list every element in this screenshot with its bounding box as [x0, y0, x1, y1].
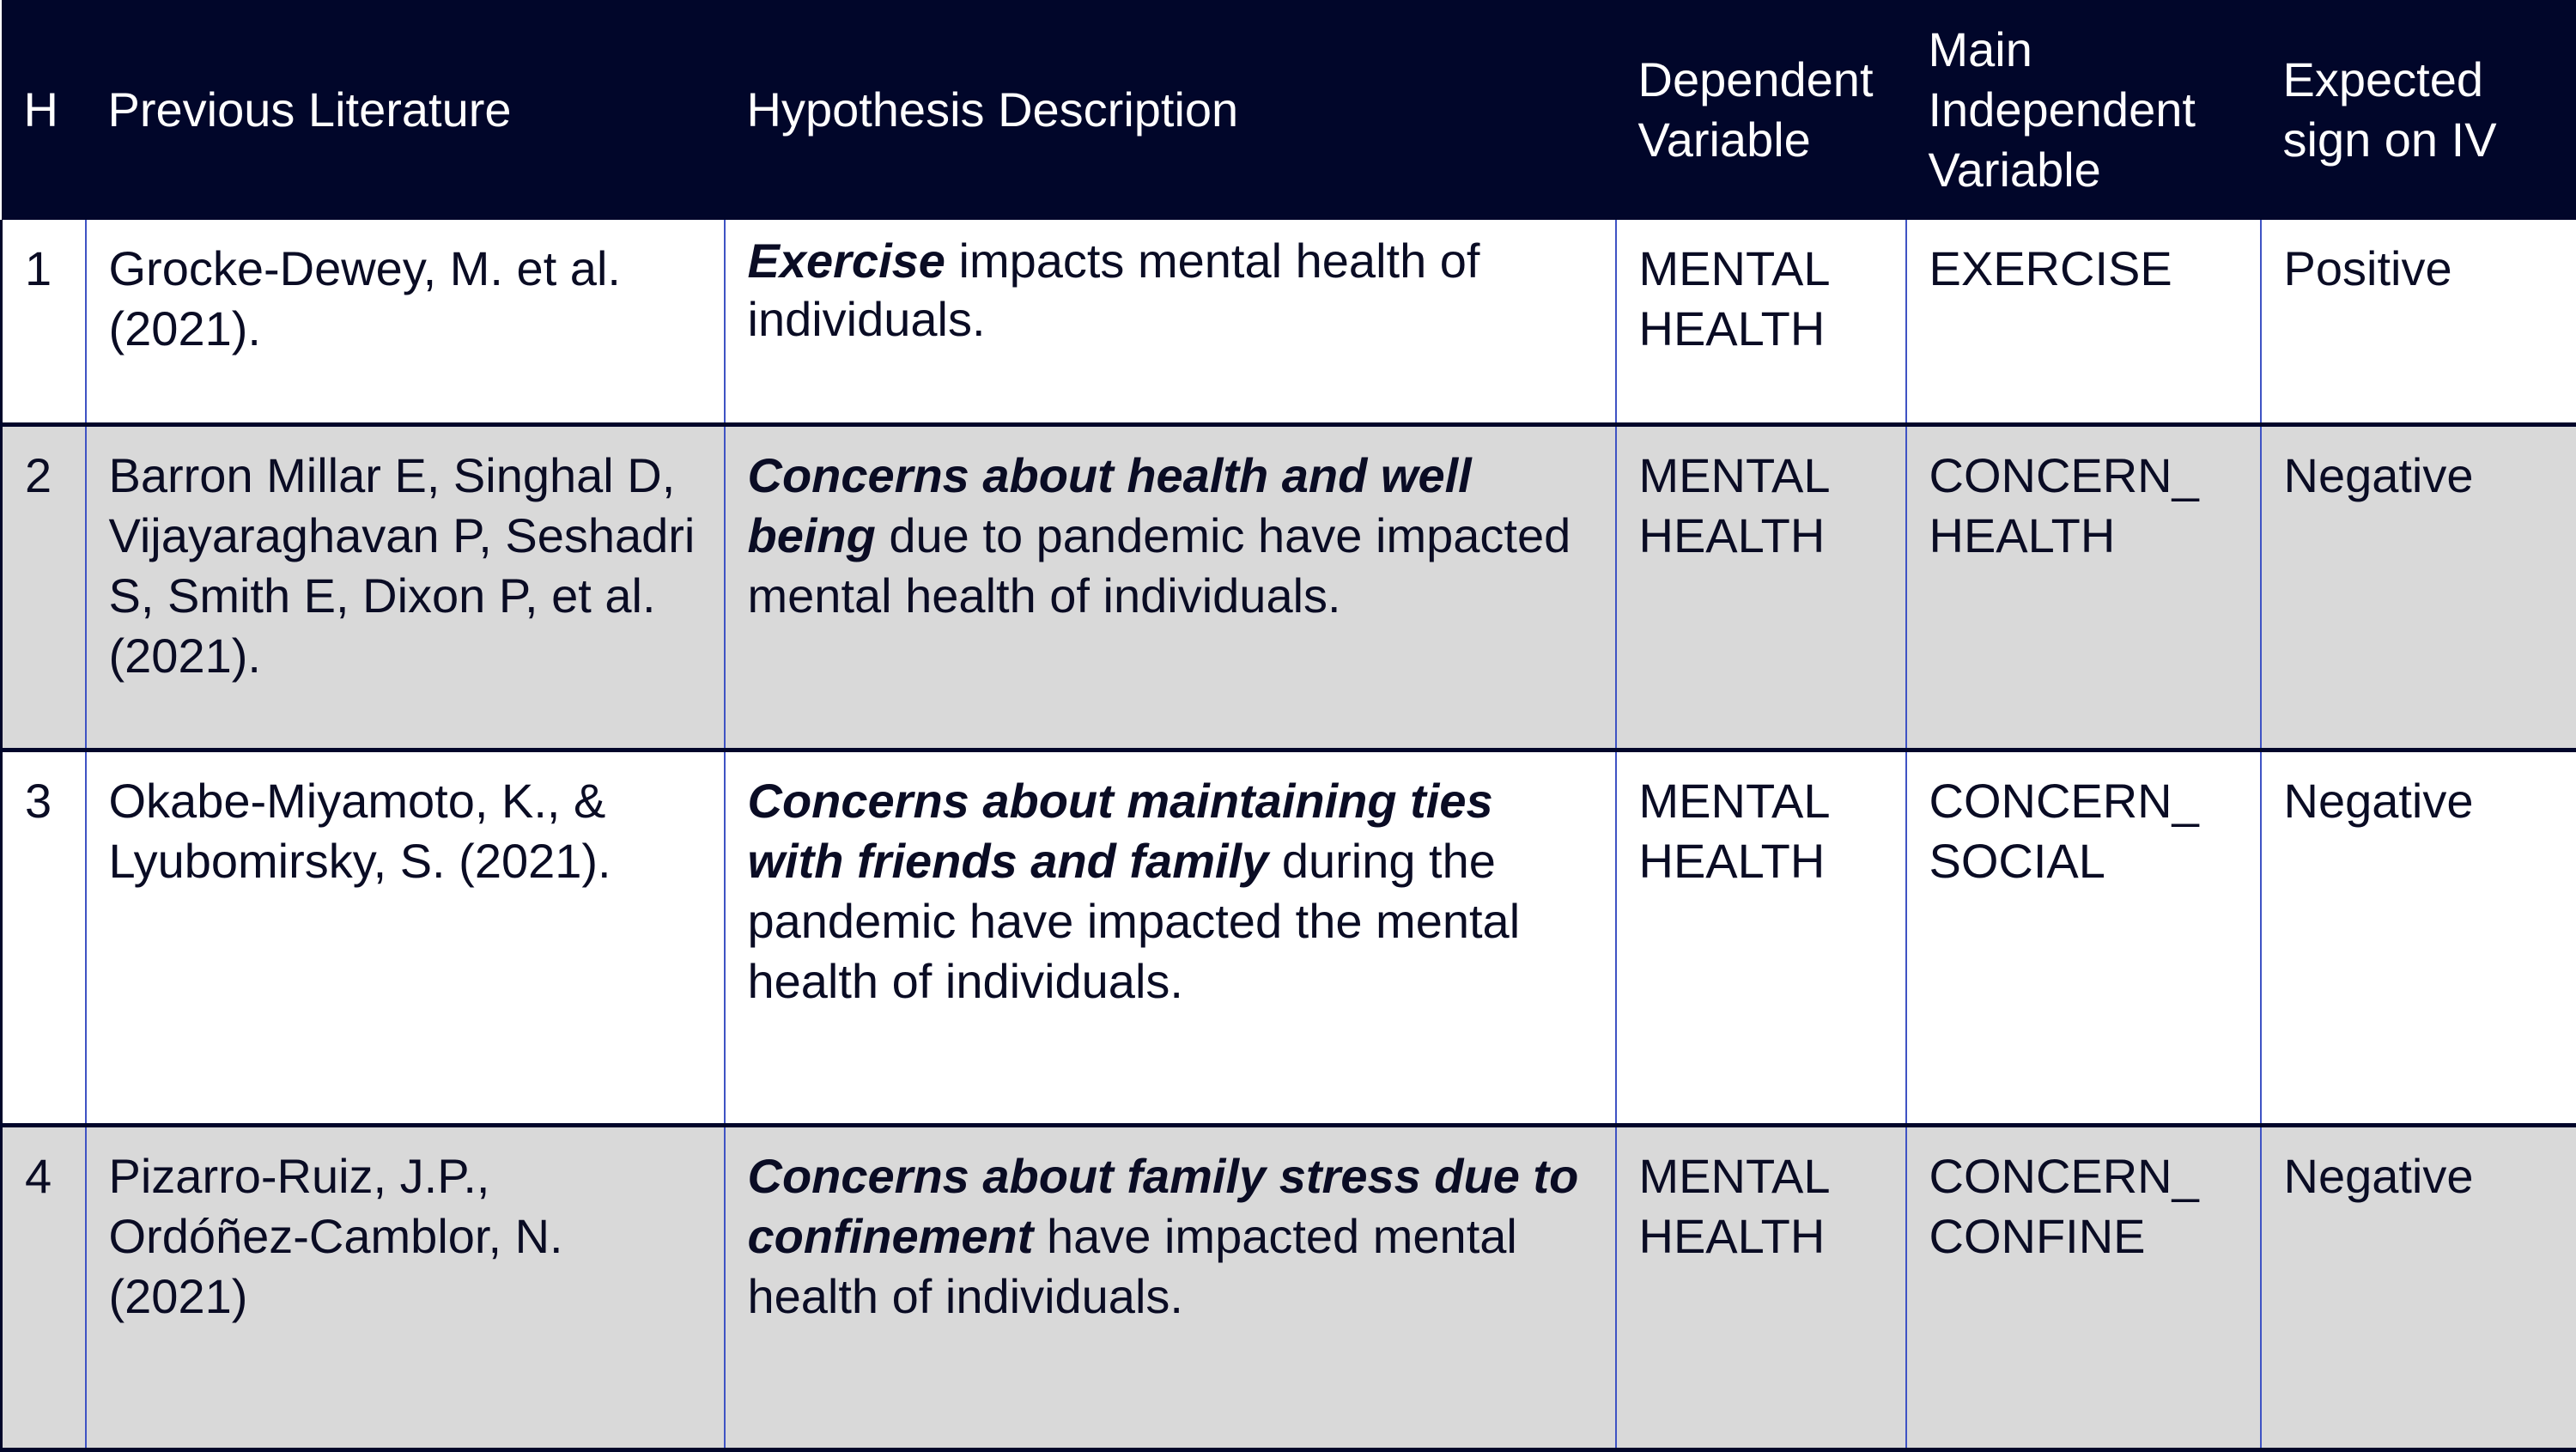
cell-independent-variable: CONCERN_ SOCIAL — [1906, 750, 2261, 1125]
cell-literature: Okabe-Miyamoto, K., & Lyubomirsky, S. (2… — [86, 750, 725, 1125]
header-row: H Previous Literature Hypothesis Descrip… — [2, 0, 2576, 220]
table-row: 2 Barron Millar E, Singhal D, Vijayaragh… — [2, 424, 2576, 750]
cell-expected-sign: Negative — [2261, 1125, 2576, 1449]
cell-dependent-variable: MENTAL HEALTH — [1616, 220, 1906, 424]
cell-independent-variable: CONCERN_ HEALTH — [1906, 424, 2261, 750]
cell-dependent-variable: MENTAL HEALTH — [1616, 1125, 1906, 1449]
cell-h: 3 — [2, 750, 86, 1125]
cell-independent-variable: CONCERN_ CONFINE — [1906, 1125, 2261, 1449]
header-dependent-variable: Dependent Variable — [1616, 0, 1906, 220]
cell-dependent-variable: MENTAL HEALTH — [1616, 750, 1906, 1125]
header-main-independent-variable: Main Independent Variable — [1906, 0, 2261, 220]
table-row: 1 Grocke-Dewey, M. et al. (2021). Exerci… — [2, 220, 2576, 424]
cell-description: Concerns about maintaining ties with fri… — [725, 750, 1616, 1125]
cell-expected-sign: Negative — [2261, 750, 2576, 1125]
cell-independent-variable: EXERCISE — [1906, 220, 2261, 424]
description-emphasis: Exercise — [748, 234, 945, 288]
cell-expected-sign: Positive — [2261, 220, 2576, 424]
header-previous-literature: Previous Literature — [86, 0, 725, 220]
cell-literature: Pizarro-Ruiz, J.P., Ordóñez-Camblor, N. … — [86, 1125, 725, 1449]
header-expected-sign: Expected sign on IV — [2261, 0, 2576, 220]
table-body: 1 Grocke-Dewey, M. et al. (2021). Exerci… — [2, 220, 2576, 1449]
cell-literature: Grocke-Dewey, M. et al. (2021). — [86, 220, 725, 424]
header-hypothesis-description: Hypothesis Description — [725, 0, 1616, 220]
cell-expected-sign: Negative — [2261, 424, 2576, 750]
cell-literature: Barron Millar E, Singhal D, Vijayaraghav… — [86, 424, 725, 750]
cell-description: Concerns about family stress due to conf… — [725, 1125, 1616, 1449]
cell-dependent-variable: MENTAL HEALTH — [1616, 424, 1906, 750]
cell-description: Exercise impacts mental health of indivi… — [725, 220, 1616, 424]
table-row: 3 Okabe-Miyamoto, K., & Lyubomirsky, S. … — [2, 750, 2576, 1125]
header-h: H — [2, 0, 86, 220]
cell-h: 4 — [2, 1125, 86, 1449]
cell-h: 2 — [2, 424, 86, 750]
table-header: H Previous Literature Hypothesis Descrip… — [2, 0, 2576, 220]
cell-description: Concerns about health and well being due… — [725, 424, 1616, 750]
table-row: 4 Pizarro-Ruiz, J.P., Ordóñez-Camblor, N… — [2, 1125, 2576, 1449]
cell-h: 1 — [2, 220, 86, 424]
